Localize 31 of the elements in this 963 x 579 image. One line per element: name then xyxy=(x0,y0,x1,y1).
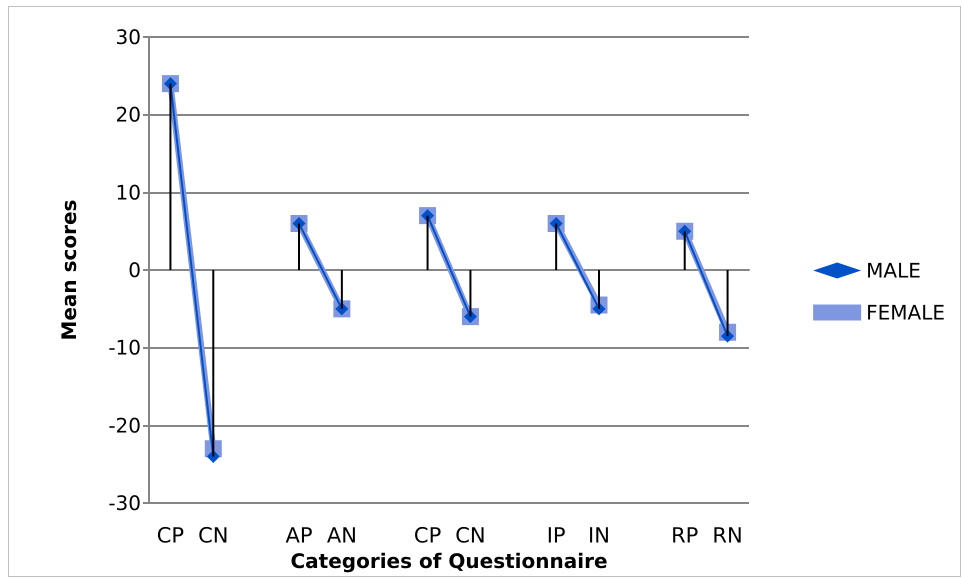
x-tick-label: CP xyxy=(414,524,442,548)
y-tick-label: 20 xyxy=(116,102,141,127)
bar xyxy=(426,216,429,270)
bar xyxy=(469,270,472,317)
x-tick-label: CN xyxy=(455,524,486,548)
y-tick-label: -20 xyxy=(108,413,141,438)
x-axis-title: Categories of Questionnaire xyxy=(290,549,608,573)
bar xyxy=(684,231,686,270)
x-tick-label: RN xyxy=(712,524,743,548)
y-axis-title: Mean scores xyxy=(57,200,81,341)
x-tick-label: AP xyxy=(285,524,313,548)
y-tick-label: 30 xyxy=(116,25,141,49)
x-tick-label: CN xyxy=(198,524,228,548)
y-tick-label: 10 xyxy=(116,180,141,204)
y-tick-label: -30 xyxy=(108,491,141,516)
x-tick-label: CP xyxy=(156,524,184,548)
bar xyxy=(169,84,172,270)
x-tick-label: AN xyxy=(326,524,357,548)
y-tick-label: 0 xyxy=(128,258,141,282)
bar xyxy=(555,223,558,270)
y-tick-label: -10 xyxy=(108,336,141,360)
x-tick-label: IN xyxy=(588,524,610,548)
legend-label: MALE xyxy=(866,258,921,282)
bar xyxy=(340,270,343,309)
x-tick-label: RP xyxy=(671,524,698,548)
legend-label: FEMALE xyxy=(866,300,945,324)
bar xyxy=(726,270,729,336)
x-tick-label: IP xyxy=(546,524,566,548)
bar xyxy=(298,223,300,270)
bar xyxy=(598,270,600,309)
bar xyxy=(212,270,214,456)
